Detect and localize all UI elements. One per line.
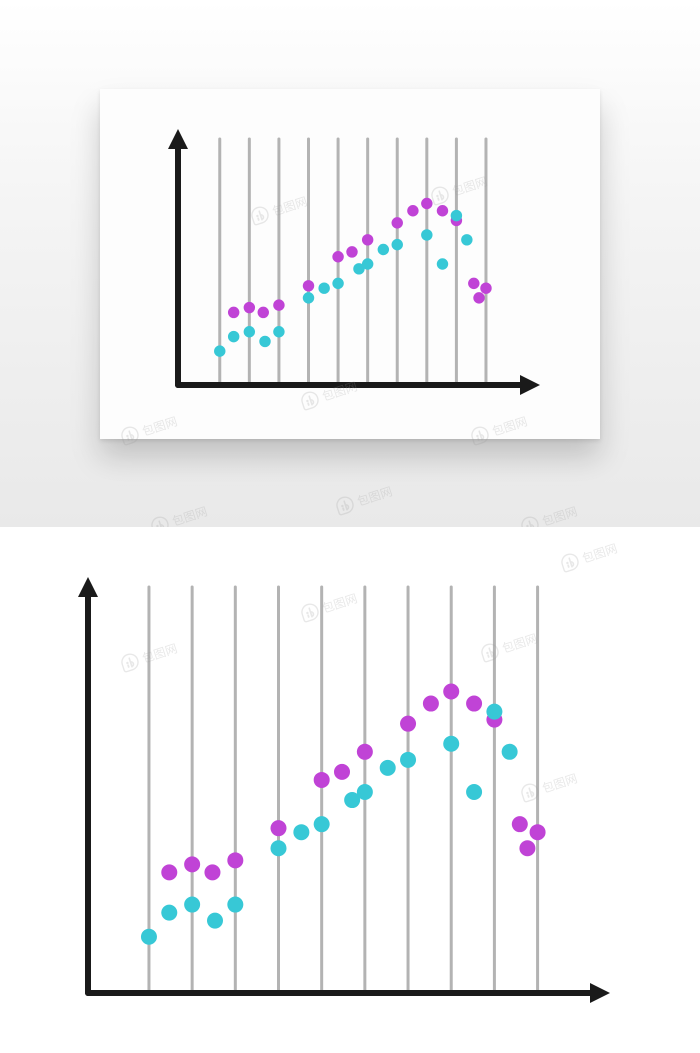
- data-point: [443, 684, 459, 700]
- data-point: [466, 696, 482, 712]
- data-point: [461, 234, 472, 245]
- watermark-text: 包图网: [540, 502, 580, 529]
- data-point: [437, 205, 448, 216]
- data-point: [362, 234, 373, 245]
- data-point: [303, 280, 314, 291]
- data-point: [380, 760, 396, 776]
- data-point: [303, 292, 314, 303]
- data-point: [184, 897, 200, 913]
- data-point: [346, 246, 357, 257]
- data-point: [273, 299, 284, 310]
- data-point: [332, 277, 343, 288]
- watermark-text: 包图网: [355, 482, 395, 509]
- data-point: [314, 816, 330, 832]
- data-point: [228, 306, 239, 317]
- data-point: [161, 905, 177, 921]
- data-point: [443, 736, 459, 752]
- artwork-panel: 包图网包图网包图网包图网包图网: [0, 527, 700, 1053]
- watermark-icon: 包图网: [334, 481, 395, 516]
- data-point: [466, 784, 482, 800]
- data-point: [421, 197, 432, 208]
- data-point: [204, 864, 220, 880]
- data-point: [332, 251, 343, 262]
- data-point: [184, 856, 200, 872]
- data-point: [486, 704, 502, 720]
- data-point: [468, 277, 479, 288]
- data-point: [318, 282, 329, 293]
- data-point: [530, 824, 546, 840]
- data-point: [258, 306, 269, 317]
- chart-card: [100, 89, 600, 439]
- data-point: [400, 716, 416, 732]
- data-point: [244, 301, 255, 312]
- data-point: [161, 864, 177, 880]
- data-point: [451, 209, 462, 220]
- data-point: [357, 744, 373, 760]
- data-point: [362, 258, 373, 269]
- data-point: [512, 816, 528, 832]
- data-point: [400, 752, 416, 768]
- preview-panel: 包图网包图网包图网包图网包图网包图网包图网包图网: [0, 0, 700, 527]
- data-point: [378, 243, 389, 254]
- watermark-text: 包图网: [580, 539, 620, 566]
- data-point: [480, 282, 491, 293]
- data-point: [228, 330, 239, 341]
- data-point: [314, 772, 330, 788]
- data-point: [423, 696, 439, 712]
- data-point: [334, 764, 350, 780]
- data-point: [502, 744, 518, 760]
- data-point: [392, 217, 403, 228]
- data-point: [407, 205, 418, 216]
- watermark-text: 包图网: [170, 502, 210, 529]
- scatter-chart-large: [60, 567, 620, 1017]
- data-point: [273, 326, 284, 337]
- data-point: [271, 840, 287, 856]
- data-point: [392, 238, 403, 249]
- data-point: [437, 258, 448, 269]
- data-point: [271, 820, 287, 836]
- data-point: [293, 824, 309, 840]
- data-point: [259, 335, 270, 346]
- data-point: [227, 897, 243, 913]
- data-point: [141, 929, 157, 945]
- data-point: [421, 229, 432, 240]
- scatter-chart-small: [150, 119, 550, 409]
- data-point: [519, 840, 535, 856]
- data-point: [227, 852, 243, 868]
- data-point: [207, 913, 223, 929]
- data-point: [244, 326, 255, 337]
- data-point: [214, 345, 225, 356]
- data-point: [473, 292, 484, 303]
- data-point: [357, 784, 373, 800]
